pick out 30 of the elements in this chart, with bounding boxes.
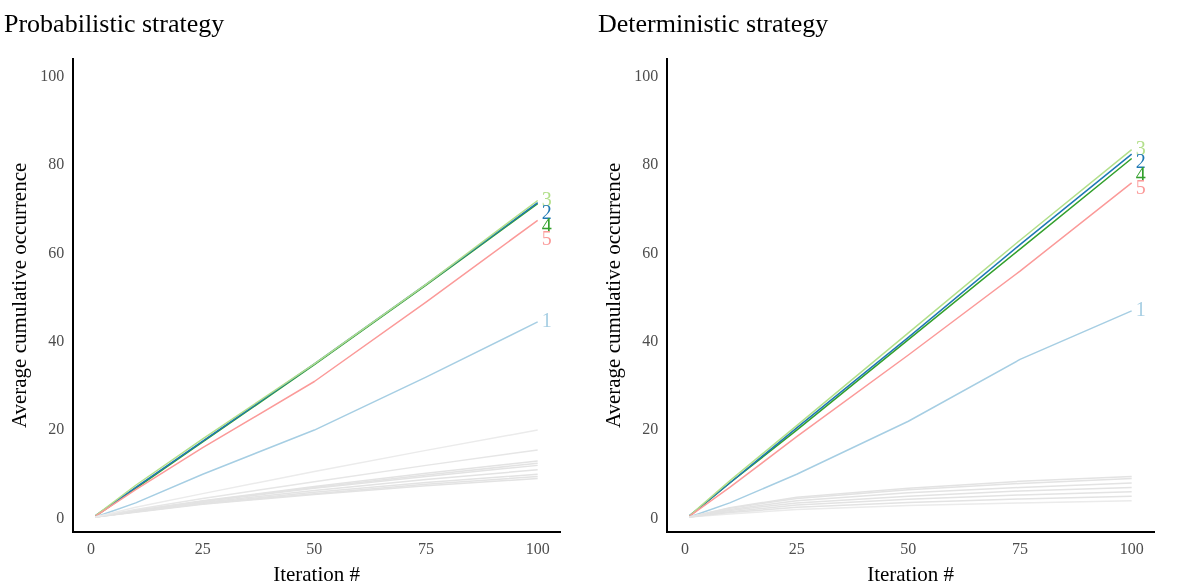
series-label: 1 <box>541 309 552 332</box>
y-axis-title: Average cumulative occurrence <box>601 162 626 429</box>
y-tick-label: 0 <box>56 508 65 526</box>
x-tick-label: 25 <box>194 540 211 558</box>
y-tick-label: 100 <box>40 67 65 85</box>
series-label: 1 <box>1135 298 1146 321</box>
y-tick-label: 60 <box>642 243 659 261</box>
y-tick-label: 40 <box>642 331 659 349</box>
x-tick-label: 50 <box>900 540 917 558</box>
x-tick-label: 100 <box>525 540 550 558</box>
y-tick-label: 20 <box>642 420 659 438</box>
y-tick-label: 80 <box>48 155 65 173</box>
y-tick-label: 0 <box>650 508 659 526</box>
x-axis-title: Iteration # <box>867 561 955 586</box>
y-tick-label: 40 <box>48 331 65 349</box>
y-tick-label: 100 <box>634 67 659 85</box>
x-axis-title: Iteration # <box>273 561 361 586</box>
x-tick-label: 75 <box>418 540 435 558</box>
y-tick-label: 20 <box>48 420 65 438</box>
chart-title: Probabilistic strategy <box>4 9 225 39</box>
y-tick-label: 60 <box>48 243 65 261</box>
x-tick-label: 0 <box>87 540 96 558</box>
chart-title: Deterministic strategy <box>598 9 829 39</box>
x-tick-label: 75 <box>1012 540 1029 558</box>
x-tick-label: 0 <box>681 540 690 558</box>
y-tick-label: 80 <box>642 155 659 173</box>
x-tick-label: 100 <box>1119 540 1144 558</box>
x-tick-label: 25 <box>788 540 805 558</box>
x-tick-label: 50 <box>306 540 323 558</box>
y-axis-title: Average cumulative occurrence <box>7 162 32 429</box>
